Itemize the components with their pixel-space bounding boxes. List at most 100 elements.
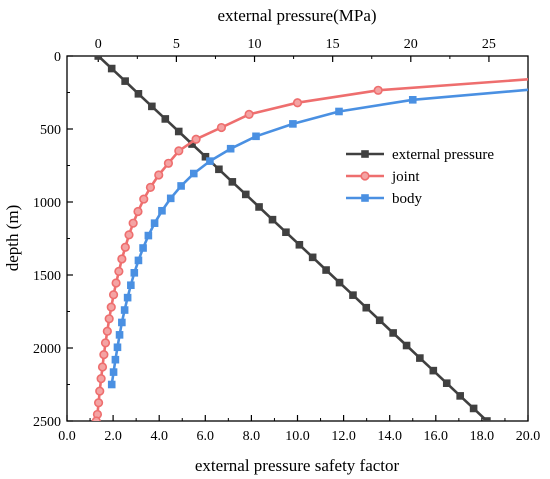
data-point	[215, 165, 223, 174]
data-point	[226, 144, 235, 153]
data-point	[113, 343, 122, 352]
data-point	[111, 278, 121, 288]
legend-marker	[361, 150, 369, 158]
data-point	[109, 368, 118, 376]
legend-label: joint	[391, 169, 420, 185]
data-point	[100, 338, 111, 348]
data-point	[216, 122, 227, 133]
data-point	[93, 398, 104, 408]
bottom-tick-label: 6.0	[197, 429, 215, 444]
data-point	[144, 231, 153, 240]
top-tick-label: 20	[404, 37, 418, 52]
data-point	[114, 266, 124, 276]
left-tick-label: 2000	[33, 342, 61, 357]
data-point	[244, 109, 254, 119]
data-point	[145, 182, 156, 192]
data-point	[123, 293, 132, 302]
bottom-tick-label: 2.0	[104, 429, 122, 444]
series-layer	[91, 56, 528, 421]
data-point	[416, 354, 424, 362]
data-point	[228, 178, 237, 186]
legend-marker	[360, 171, 370, 181]
bottom-tick-label: 14.0	[377, 429, 402, 444]
data-point	[255, 203, 263, 211]
data-point	[282, 228, 290, 237]
data-point	[111, 355, 120, 364]
data-point	[308, 253, 317, 262]
left-tick-label: 1000	[33, 196, 61, 211]
data-point	[139, 244, 147, 252]
data-point	[206, 157, 214, 165]
data-point	[191, 134, 201, 144]
data-point	[158, 206, 166, 215]
data-point	[322, 266, 330, 274]
data-point	[91, 416, 101, 421]
data-point	[107, 380, 116, 389]
data-point	[102, 326, 112, 336]
data-point	[107, 64, 116, 73]
data-point	[133, 206, 143, 217]
legend-item: external pressure	[346, 147, 494, 163]
data-point	[289, 120, 297, 128]
data-point	[115, 331, 124, 339]
data-point	[349, 291, 357, 299]
data-point	[166, 194, 175, 203]
data-point	[106, 302, 116, 312]
top-tick-label: 15	[326, 37, 340, 52]
data-point	[104, 314, 114, 324]
data-point	[252, 132, 260, 141]
legend-label: external pressure	[392, 147, 494, 163]
top-tick-label: 0	[95, 37, 102, 52]
data-point	[483, 417, 491, 421]
bottom-tick-label: 0.0	[58, 429, 76, 444]
ticks	[66, 55, 529, 422]
data-point	[124, 230, 134, 240]
data-point	[118, 318, 126, 327]
data-point	[201, 152, 210, 161]
left-axis-title: depth (m)	[3, 205, 22, 272]
data-point	[335, 107, 343, 116]
bottom-tick-label: 18.0	[470, 429, 495, 444]
series-line	[97, 56, 488, 421]
bottom-tick-label: 8.0	[243, 429, 261, 444]
data-point	[241, 190, 250, 199]
series-external-pressure	[94, 56, 491, 421]
data-point	[94, 56, 103, 60]
bottom-tick-label: 10.0	[285, 429, 310, 444]
data-point	[335, 278, 344, 287]
data-point	[295, 240, 304, 249]
series-joint	[91, 78, 528, 421]
legend-item: body	[346, 191, 423, 207]
left-tick-label: 500	[40, 123, 61, 138]
bottom-tick-label: 4.0	[150, 429, 168, 444]
bottom-tick-label: 16.0	[424, 429, 449, 444]
data-point	[389, 329, 397, 337]
data-point	[130, 269, 139, 277]
data-point	[108, 290, 119, 300]
data-point	[134, 256, 143, 265]
plot-frame	[66, 55, 529, 422]
data-point	[163, 158, 174, 168]
top-tick-label: 25	[482, 37, 496, 52]
data-point	[154, 170, 164, 180]
legend-marker	[361, 194, 369, 202]
legend-item: joint	[346, 169, 420, 185]
data-point	[120, 306, 129, 314]
data-point	[188, 140, 196, 148]
data-point	[95, 386, 105, 396]
data-point	[408, 96, 417, 104]
data-point	[128, 218, 138, 228]
data-point	[148, 102, 156, 111]
data-point	[134, 90, 143, 98]
left-tick-label: 2500	[33, 415, 61, 430]
data-point	[99, 349, 109, 360]
data-point	[268, 215, 277, 224]
data-point	[97, 362, 108, 372]
data-point	[429, 366, 438, 375]
series-body	[107, 88, 528, 389]
bottom-tick-label: 12.0	[331, 429, 356, 444]
data-point	[375, 316, 384, 325]
data-point	[96, 374, 106, 384]
data-point	[373, 85, 383, 95]
